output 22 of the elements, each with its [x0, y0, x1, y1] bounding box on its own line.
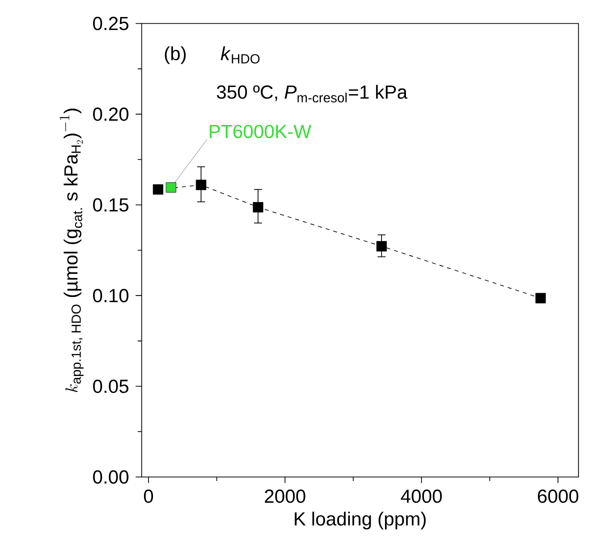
y-tick-label: 0.15 [93, 198, 128, 212]
y-tick-label: 0.25 [93, 16, 128, 30]
point [535, 292, 546, 304]
y-tick-label: 0.05 [93, 380, 128, 393]
x-tick-label: 0 [144, 489, 154, 503]
y-axis-title: $k_{\text{app.1st, HDO}}\text{ (µmol (g}_{\text{cat.}}\text{ s kPa}_{\text{H}_{2}}\text{)}^{-1}\text{)}$ [60, 108, 84, 392]
x-tick-label: 2000 [264, 489, 306, 503]
x-axis-title: K loading (ppm) [294, 512, 426, 530]
annotation: (b) [164, 46, 186, 64]
annotation: PT6000K-W [210, 124, 312, 138]
annotation: 350 ºC, P$_{m-cresol}$=1 kPa [216, 84, 408, 102]
annotation: k$_{HDO}$ [220, 46, 260, 64]
point [152, 184, 164, 195]
point [166, 182, 176, 193]
y-tick-label: 0.20 [93, 107, 128, 121]
point [376, 241, 387, 252]
x-tick-label: 6000 [538, 489, 578, 503]
y-tick-label: 0.10 [93, 288, 128, 302]
x-tick-label: 4000 [400, 489, 442, 503]
y-tick-label: 0.00 [93, 470, 128, 484]
point [252, 202, 264, 212]
point [196, 180, 206, 190]
